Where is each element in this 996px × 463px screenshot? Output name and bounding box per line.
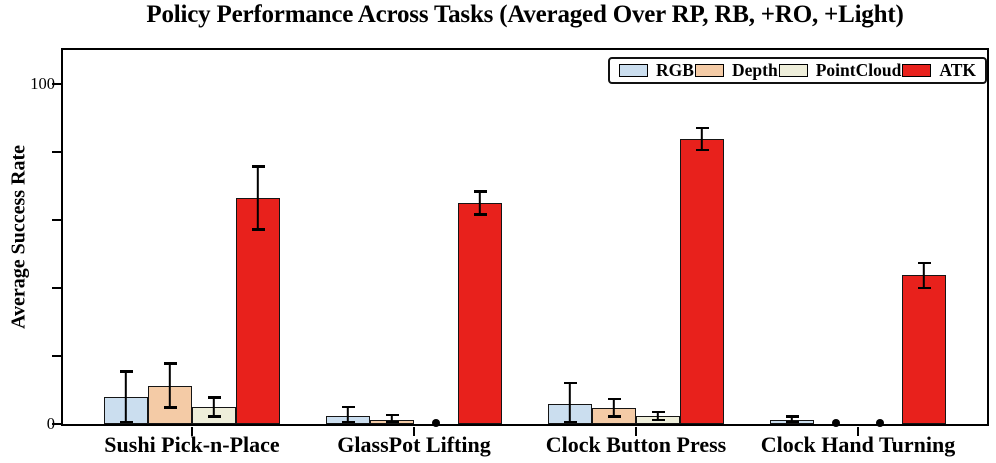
error-bar-stem (790, 415, 794, 423)
error-bar-stem (256, 165, 260, 231)
error-bar-cap-bottom (563, 420, 577, 423)
error-bar-cap-top (341, 405, 355, 409)
legend-swatch-depth (694, 64, 724, 77)
legend-item-atk: ATK (902, 60, 976, 81)
error-bar-stem (168, 362, 172, 409)
error-bar-cap-bottom (341, 420, 355, 423)
y-tick (51, 218, 61, 222)
error-bar (917, 261, 931, 289)
y-tick (51, 150, 61, 154)
legend-item-rgb: RGB (619, 60, 694, 81)
y-tick-label: 0 (46, 414, 55, 433)
error-bar-cap-bottom (473, 213, 487, 216)
error-bar-cap-top (651, 411, 665, 414)
error-bar-cap-bottom (119, 420, 133, 423)
bar-atk-3 (680, 139, 724, 424)
error-bar-cap-bottom (607, 415, 621, 418)
error-bar-cap-bottom (695, 148, 709, 152)
x-tick (634, 426, 638, 436)
error-bar-stem (346, 405, 350, 423)
error-bar (607, 397, 621, 418)
zero-dot-depth-4 (832, 419, 840, 427)
bar-atk-1 (236, 197, 280, 424)
y-axis-label: Average Success Rate (7, 144, 30, 330)
error-bar-stem (922, 261, 926, 289)
y-tick (51, 82, 61, 86)
error-bar-cap-top (385, 413, 399, 417)
error-bar (251, 165, 265, 231)
plot-area: 0 100 Sushi Pick-n-Place GlassPot Lifting Cl… (30, 48, 989, 457)
y-tick (51, 422, 61, 426)
error-bar-cap-bottom (917, 286, 931, 289)
error-bar-cap-bottom (785, 420, 799, 423)
error-bar (163, 362, 177, 409)
error-bar (207, 396, 221, 418)
error-bar-cap-top (163, 362, 177, 365)
zero-dot-pointcloud-2 (432, 419, 440, 427)
error-bar-cap-top (473, 190, 487, 193)
y-tick (51, 286, 61, 290)
legend-label: ATK (939, 60, 976, 80)
error-bar-stem (700, 126, 704, 152)
error-bar (119, 370, 133, 423)
error-bar-cap-top (607, 397, 621, 401)
x-tick-label: Sushi Pick-n-Place (104, 432, 280, 457)
legend-label: Depth (731, 60, 778, 80)
legend-item-pointcloud: PointCloud (778, 60, 902, 81)
error-bar-cap-bottom (207, 415, 221, 418)
x-tick-label: GlassPot Lifting (337, 432, 491, 457)
error-bar-cap-bottom (163, 406, 177, 409)
legend: RGB Depth PointCloud ATK (608, 57, 987, 84)
error-bar (341, 405, 355, 423)
error-bar-cap-bottom (651, 418, 665, 422)
legend-label: RGB (656, 60, 694, 80)
error-bar (473, 190, 487, 216)
x-tick-label: Clock Hand Turning (760, 432, 956, 457)
error-bar-cap-top (251, 165, 265, 168)
legend-swatch-pointcloud (778, 64, 808, 77)
error-bar (695, 126, 709, 152)
error-bar-cap-top (785, 415, 799, 418)
error-bar-stem (612, 397, 616, 418)
error-bar-stem (124, 370, 128, 423)
x-tick (412, 426, 416, 436)
error-bar-stem (568, 381, 572, 423)
error-bar-cap-top (207, 396, 221, 399)
error-bar-cap-top (917, 261, 931, 265)
error-bar-stem (212, 396, 216, 418)
error-bar (785, 415, 799, 423)
error-bar-stem (656, 411, 660, 422)
error-bar (651, 411, 665, 422)
x-tick (190, 426, 194, 436)
error-bar-stem (478, 190, 482, 216)
chart-title: Policy Performance Across Tasks (Average… (146, 1, 904, 28)
error-bar-cap-top (695, 126, 709, 130)
x-tick-label: Clock Button Press (545, 432, 727, 457)
error-bar-cap-top (119, 370, 133, 373)
y-tick (51, 354, 61, 358)
error-bar-stem (390, 413, 394, 423)
bar-atk-4 (902, 275, 946, 424)
zero-dot-pointcloud-4 (876, 419, 884, 427)
error-bar-cap-bottom (385, 420, 399, 423)
bar-atk-2 (458, 203, 502, 424)
legend-swatch-rgb (619, 64, 648, 77)
legend-item-depth: Depth (694, 60, 778, 81)
error-bar-cap-bottom (251, 228, 265, 231)
error-bar (563, 381, 577, 423)
x-tick (856, 426, 860, 436)
legend-label: PointCloud (815, 60, 902, 80)
error-bar (385, 413, 399, 423)
y-tick-label: 100 (30, 74, 55, 93)
error-bar-cap-top (563, 381, 577, 385)
legend-swatch-atk (902, 64, 932, 77)
